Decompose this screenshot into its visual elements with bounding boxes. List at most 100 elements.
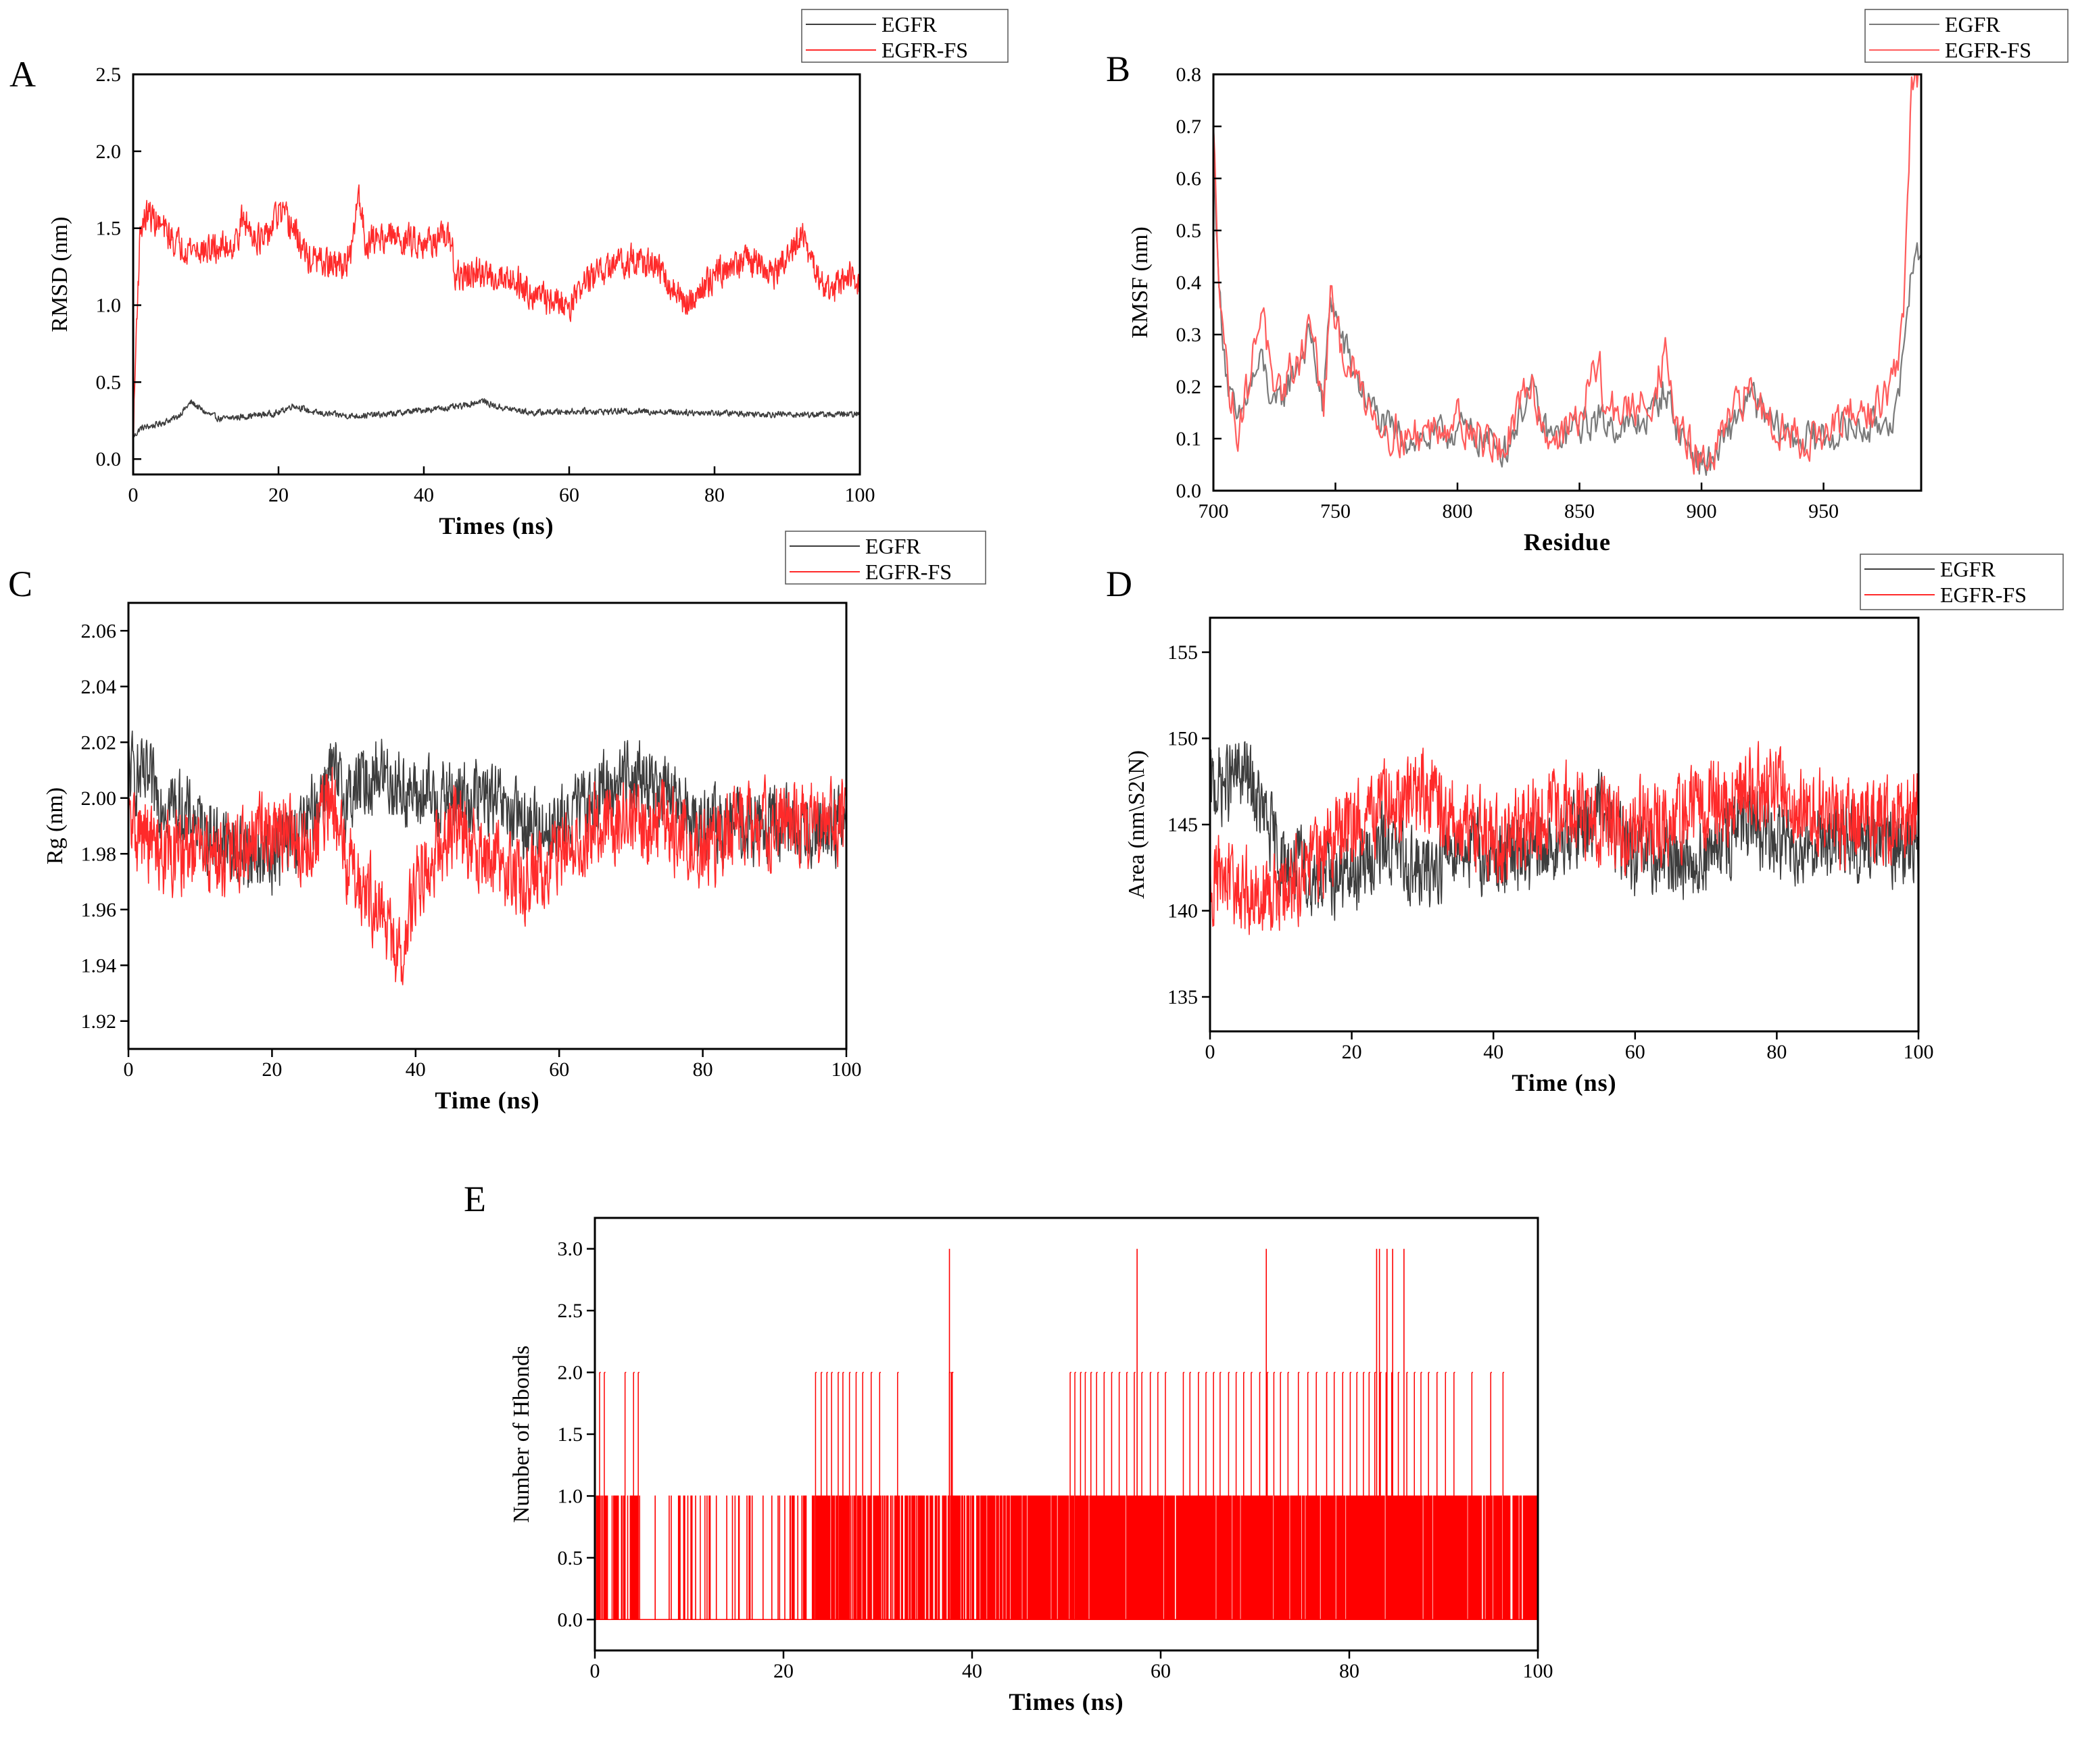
y-tick-label: 0.0 [96, 448, 122, 470]
x-tick-label: 900 [1687, 500, 1717, 522]
y-tick-label: 1.92 [81, 1010, 117, 1033]
legend-box [1860, 554, 2064, 610]
x-tick-label: 80 [693, 1058, 713, 1081]
x-tick-label: 100 [1904, 1041, 1934, 1063]
x-tick-label: 20 [268, 484, 289, 506]
y-tick-label: 2.5 [558, 1300, 583, 1322]
y-tick-label: 0.6 [1176, 168, 1202, 190]
x-axis-title: Time (ns) [1512, 1069, 1616, 1096]
series-line-egfr-fs [1213, 74, 1921, 475]
x-tick-label: 100 [1523, 1660, 1553, 1682]
y-tick-label: 0.5 [96, 371, 122, 393]
panel-letter: B [1106, 49, 1130, 89]
x-axis-title: Residue [1524, 529, 1611, 556]
y-tick-label: 0.3 [1176, 324, 1202, 346]
y-tick-label: 0.0 [558, 1609, 583, 1631]
y-tick-label: 1.0 [558, 1485, 583, 1507]
y-axis-title: Rg (nm) [43, 787, 68, 864]
legend-entry: EGFR-FS [1945, 38, 2031, 62]
y-tick-label: 0.0 [1176, 480, 1202, 502]
x-tick-label: 750 [1320, 500, 1351, 522]
legend-entry: EGFR [1940, 557, 1996, 581]
series-line-egfr-fs [128, 766, 846, 985]
x-tick-label: 60 [1625, 1041, 1645, 1063]
x-tick-label: 0 [128, 484, 139, 506]
x-tick-label: 40 [962, 1660, 982, 1682]
plot-frame [132, 73, 861, 476]
y-tick-label: 2.5 [96, 64, 122, 86]
x-tick-label: 40 [406, 1058, 426, 1081]
x-tick-label: 700 [1199, 500, 1229, 522]
x-tick-label: 80 [1339, 1660, 1359, 1682]
plot-frame [127, 602, 848, 1050]
y-tick-label: 135 [1167, 986, 1198, 1008]
plot-area [133, 184, 860, 439]
y-tick-label: 0.5 [558, 1547, 583, 1569]
y-tick-label: 1.0 [96, 295, 122, 317]
y-tick-label: 2.0 [558, 1362, 583, 1384]
y-tick-label: 2.0 [96, 141, 122, 163]
x-axis-title: Times (ns) [1009, 1688, 1123, 1715]
legend-box [1864, 9, 2069, 63]
legend-entry: EGFR [1945, 12, 2000, 36]
x-tick-label: 60 [549, 1058, 569, 1081]
y-tick-label: 1.98 [81, 843, 117, 865]
y-tick-label: 0.7 [1176, 116, 1202, 138]
x-tick-label: 0 [590, 1660, 600, 1682]
y-tick-label: 2.04 [81, 676, 117, 698]
y-tick-label: 150 [1167, 728, 1198, 750]
x-tick-label: 0 [124, 1058, 134, 1081]
y-tick-label: 2.00 [81, 787, 117, 810]
plot-area [1213, 74, 1921, 476]
y-axis-title: Area (nm\S2\N) [1124, 750, 1149, 899]
series-line-egfr-fs [1210, 741, 1918, 935]
panel-a-rmsd: A 0 20 40 60 80 100 0.0 0.5 1.0 1.5 2.0 2.5 Times (ns… [9, 9, 1009, 539]
y-axis-title: Number of Hbonds [509, 1346, 534, 1523]
y-tick-label: 2.06 [81, 620, 117, 642]
y-tick-label: 0.1 [1176, 428, 1202, 450]
x-tick-label: 20 [773, 1660, 794, 1682]
y-tick-label: 3.0 [558, 1238, 583, 1260]
x-tick-label: 80 [704, 484, 725, 506]
legend-entry: EGFR [865, 534, 921, 558]
x-tick-label: 950 [1808, 500, 1839, 522]
x-tick-label: 60 [559, 484, 579, 506]
y-tick-label: 0.5 [1176, 220, 1202, 242]
x-tick-label: 100 [831, 1058, 862, 1081]
y-tick-label: 0.8 [1176, 64, 1202, 86]
y-tick-label: 140 [1167, 900, 1198, 923]
series-line-egfr-fs [133, 184, 860, 438]
y-tick-label: 0.4 [1176, 272, 1202, 294]
x-tick-label: 20 [262, 1058, 282, 1081]
y-axis-title: RMSF (nm) [1128, 226, 1153, 338]
legend-entry: EGFR-FS [1940, 583, 2027, 607]
legend-box [785, 531, 986, 585]
panel-b-rmsf: B 700 750 800 850 900 950 0.0 0.1 0.2 0.3 0.4 0.5 0.6… [1106, 9, 2069, 556]
y-tick-label: 1.5 [96, 218, 122, 240]
panel-d-sasa: D 0 20 40 60 80 100 135 140 145 150 155 Time (ns) Are… [1106, 554, 2064, 1096]
plot-area [128, 730, 846, 985]
x-tick-label: 40 [414, 484, 434, 506]
legend-entry: EGFR [881, 12, 937, 36]
x-tick-label: 40 [1483, 1041, 1503, 1063]
y-tick-label: 1.94 [81, 954, 117, 977]
x-tick-label: 850 [1564, 500, 1595, 522]
legend-entry: EGFR-FS [865, 560, 952, 584]
x-tick-label: 100 [845, 484, 875, 506]
plot-area [595, 1248, 1538, 1621]
x-axis-title: Time (ns) [435, 1087, 539, 1114]
x-tick-label: 60 [1151, 1660, 1171, 1682]
y-tick-label: 145 [1167, 814, 1198, 836]
legend-entry: EGFR-FS [881, 38, 968, 62]
panel-letter: A [9, 54, 36, 95]
hbond-signal [595, 1495, 1538, 1620]
y-tick-label: 1.5 [558, 1423, 583, 1446]
panel-e-hbonds: E 0 20 40 60 80 100 0.0 0.5 1.0 1.5 2.0 2.5 3.0 Times … [464, 1179, 1553, 1715]
y-tick-label: 0.2 [1176, 376, 1202, 398]
y-axis-title: RMSD (nm) [47, 217, 72, 333]
legend-box [801, 9, 1009, 63]
x-tick-label: 20 [1342, 1041, 1362, 1063]
panel-c-rg: C 0 20 40 60 80 100 1.92 1.94 1.96 1.98 2.00 2.02 2.0… [8, 531, 986, 1114]
x-tick-label: 80 [1766, 1041, 1787, 1063]
